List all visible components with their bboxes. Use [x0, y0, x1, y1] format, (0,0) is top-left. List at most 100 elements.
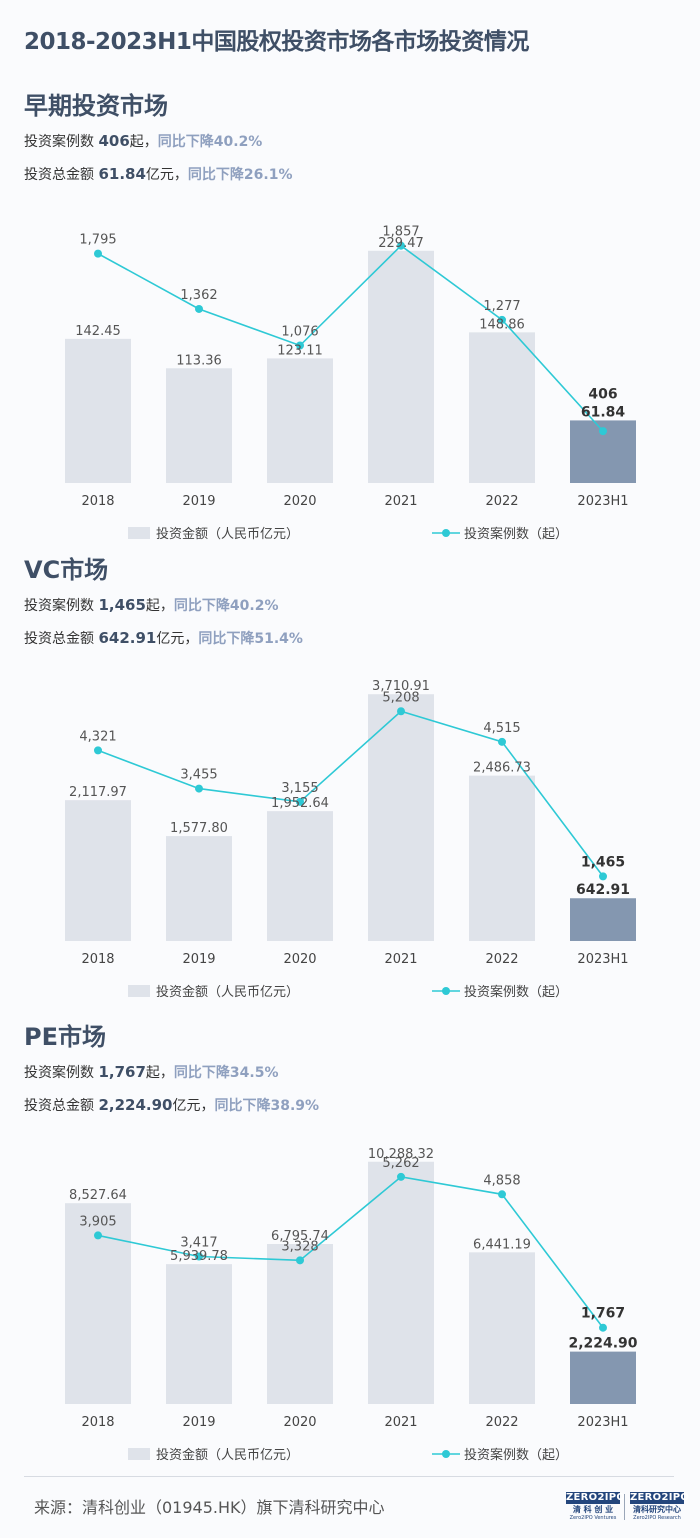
- point-2021: [397, 707, 405, 716]
- logo-mark: ZERO2IPO: [566, 1492, 626, 1504]
- amount-prefix: 投资总金额: [24, 1098, 99, 1114]
- legend-swatch-amount: [128, 985, 150, 997]
- bar-2019: [166, 836, 232, 941]
- point-label-2019: 3,417: [180, 1235, 217, 1250]
- point-label-2020: 3,328: [281, 1239, 318, 1254]
- bar-2022: [469, 1252, 535, 1404]
- bar-2018: [65, 800, 131, 941]
- x-tick-2023H1: 2023H1: [577, 952, 628, 967]
- x-tick-2018: 2018: [81, 1415, 114, 1430]
- cases-value: 1,465: [98, 596, 146, 614]
- bar-2021: [368, 250, 434, 483]
- x-tick-2022: 2022: [485, 952, 518, 967]
- legend-swatch-amount: [128, 527, 150, 539]
- bar-2022: [469, 332, 535, 483]
- bar-label-2022: 148.86: [479, 317, 525, 332]
- bar-2020: [267, 1243, 333, 1404]
- x-tick-2019: 2019: [182, 494, 215, 509]
- amount-stat: 投资总金额 61.84亿元，同比下降26.1%: [24, 164, 292, 184]
- cases-prefix: 投资案例数: [24, 1065, 99, 1081]
- logo-cn: 清 科 创 业: [572, 1505, 614, 1514]
- line-series-cases: [97, 1176, 604, 1329]
- footer-divider: [24, 1476, 674, 1477]
- amount-change: 同比下降51.4%: [198, 631, 303, 647]
- logo-mark: ZERO2IPO: [630, 1492, 690, 1504]
- point-2019: [195, 1252, 203, 1261]
- x-tick-2021: 2021: [384, 494, 417, 509]
- x-tick-2020: 2020: [283, 494, 316, 509]
- bar-label-2020: 1,952.64: [271, 796, 329, 811]
- bar-2018: [65, 338, 131, 483]
- cases-stat: 投资案例数 1,465起，同比下降40.2%: [24, 595, 278, 615]
- point-2018: [94, 249, 102, 258]
- amount-unit: 亿元，: [156, 631, 199, 647]
- cases-unit: 起，: [145, 598, 174, 614]
- amount-unit: 亿元，: [172, 1098, 215, 1114]
- point-label-2020: 1,076: [281, 325, 318, 340]
- bar-label-2023H1: 2,224.90: [568, 1336, 637, 1352]
- point-2018: [94, 1231, 102, 1240]
- cases-change: 同比下降34.5%: [173, 1065, 279, 1081]
- bar-label-2018: 8,527.64: [69, 1188, 127, 1203]
- point-2020: [296, 1256, 304, 1265]
- x-tick-2022: 2022: [485, 1415, 518, 1430]
- point-2022: [498, 1190, 506, 1199]
- bar-label-2019: 1,577.80: [170, 821, 228, 836]
- x-tick-2022: 2022: [485, 494, 518, 509]
- x-tick-2018: 2018: [81, 952, 114, 967]
- cases-change: 同比下降40.2%: [157, 134, 263, 150]
- point-2023H1: [599, 1323, 607, 1332]
- bar-label-2022: 2,486.73: [473, 761, 531, 776]
- legend-label-amount: 投资金额（人民币亿元）: [156, 526, 299, 542]
- bar-label-2022: 6,441.19: [473, 1237, 531, 1252]
- bar-label-2019: 5,939.78: [170, 1249, 228, 1264]
- point-label-2018: 1,795: [79, 233, 116, 248]
- x-tick-2020: 2020: [283, 1415, 316, 1430]
- amount-value: 642.91: [98, 629, 157, 647]
- amount-stat: 投资总金额 642.91亿元，同比下降51.4%: [24, 628, 303, 648]
- legend-swatch-point: [442, 987, 450, 995]
- bar-label-2023H1: 61.84: [581, 404, 626, 420]
- bar-label-2021: 3,710.91: [372, 679, 430, 694]
- amount-change: 同比下降26.1%: [187, 167, 293, 183]
- legend-label-cases: 投资案例数（起）: [464, 526, 568, 542]
- bar-2020: [267, 811, 333, 941]
- point-2020: [296, 341, 304, 350]
- point-label-2021: 5,262: [382, 1156, 419, 1171]
- line-series-cases: [97, 244, 604, 432]
- point-2019: [195, 304, 203, 313]
- main-title: 2018-2023H1中国股权投资市场各市场投资情况: [24, 29, 529, 55]
- cases-prefix: 投资案例数: [24, 598, 99, 614]
- point-2023H1: [599, 427, 607, 436]
- point-2021: [397, 241, 405, 250]
- bar-label-2019: 113.36: [176, 353, 222, 368]
- x-tick-2023H1: 2023H1: [577, 1415, 628, 1430]
- point-label-2021: 5,208: [382, 690, 419, 705]
- bar-2023H1: [570, 898, 636, 941]
- point-label-2019: 1,362: [180, 288, 217, 303]
- bar-label-2021: 229.47: [378, 236, 424, 251]
- point-2018: [94, 746, 102, 755]
- point-2019: [195, 784, 203, 793]
- chart-early-stage: 142.45 113.36 123.11 229.47 148.86 61.84 1,795…: [65, 225, 636, 542]
- bar-2021: [368, 1161, 434, 1404]
- cases-unit: 起，: [145, 1065, 174, 1081]
- x-tick-2021: 2021: [384, 1415, 417, 1430]
- cases-value: 406: [98, 132, 130, 150]
- legend-label-cases: 投资案例数（起）: [464, 984, 568, 1000]
- logo-cn: 清科研究中心: [633, 1505, 681, 1514]
- cases-prefix: 投资案例数: [24, 134, 99, 150]
- point-label-2018: 3,905: [79, 1214, 116, 1229]
- legend-label-amount: 投资金额（人民币亿元）: [156, 1447, 299, 1463]
- legend-swatch-point: [442, 1450, 450, 1458]
- point-label-2021: 1,857: [382, 225, 419, 240]
- bar-label-2021: 10,288.32: [368, 1147, 434, 1162]
- bar-2019: [166, 1264, 232, 1404]
- line-series-cases: [97, 710, 604, 877]
- x-tick-2020: 2020: [283, 952, 316, 967]
- point-label-2023H1: 406: [588, 386, 617, 402]
- x-tick-2023H1: 2023H1: [577, 494, 628, 509]
- point-label-2019: 3,455: [180, 768, 217, 783]
- point-label-2020: 3,155: [281, 781, 318, 796]
- cases-stat: 投资案例数 406起，同比下降40.2%: [24, 131, 262, 151]
